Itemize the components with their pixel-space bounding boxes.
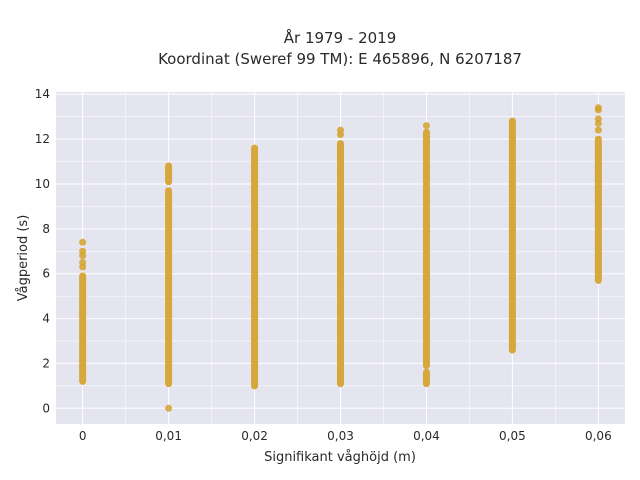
x-tick-label: 0,06 [585, 429, 612, 443]
data-point-range [422, 128, 430, 370]
data-point [594, 104, 602, 112]
y-axis-ticks: 0 2 4 6 8 10 12 14 [35, 87, 50, 415]
data-point [79, 247, 87, 255]
x-axis-ticks: 0 0,01 0,02 0,03 0,04 0,05 0,06 [79, 429, 612, 443]
chart-title: År 1979 - 2019 [283, 29, 397, 47]
data-point-range [594, 135, 602, 284]
data-point [594, 115, 602, 123]
y-tick-label: 10 [35, 177, 50, 191]
y-axis-label: Vågperiod (s) [16, 215, 31, 302]
x-axis-label: Signifikant våghöjd (m) [264, 450, 416, 465]
x-tick-label: 0 [79, 429, 87, 443]
x-tick-label: 0,01 [155, 429, 182, 443]
data-points [79, 104, 602, 412]
y-tick-label: 0 [42, 401, 50, 415]
data-point-range [337, 140, 344, 388]
y-tick-label: 2 [42, 356, 50, 370]
data-point [79, 238, 87, 246]
y-tick-label: 8 [42, 222, 50, 236]
data-point [422, 122, 430, 130]
data-point [337, 126, 344, 134]
x-tick-label: 0,05 [499, 429, 526, 443]
data-point-range [165, 187, 173, 388]
chart-subtitle: Koordinat (Sweref 99 TM): E 465896, N 62… [158, 50, 522, 68]
y-tick-label: 14 [35, 87, 50, 101]
y-tick-label: 6 [42, 267, 50, 281]
x-tick-label: 0,03 [327, 429, 354, 443]
data-point-range [79, 272, 87, 385]
data-point [79, 258, 87, 266]
data-point-range [251, 144, 259, 390]
data-point [165, 404, 173, 412]
x-tick-label: 0,02 [241, 429, 268, 443]
data-point-range [508, 117, 516, 354]
x-tick-label: 0,04 [413, 429, 440, 443]
y-tick-label: 4 [42, 312, 50, 326]
data-point-range [165, 162, 173, 186]
data-point-range [422, 368, 430, 388]
data-point [594, 126, 602, 134]
y-tick-label: 12 [35, 132, 50, 146]
